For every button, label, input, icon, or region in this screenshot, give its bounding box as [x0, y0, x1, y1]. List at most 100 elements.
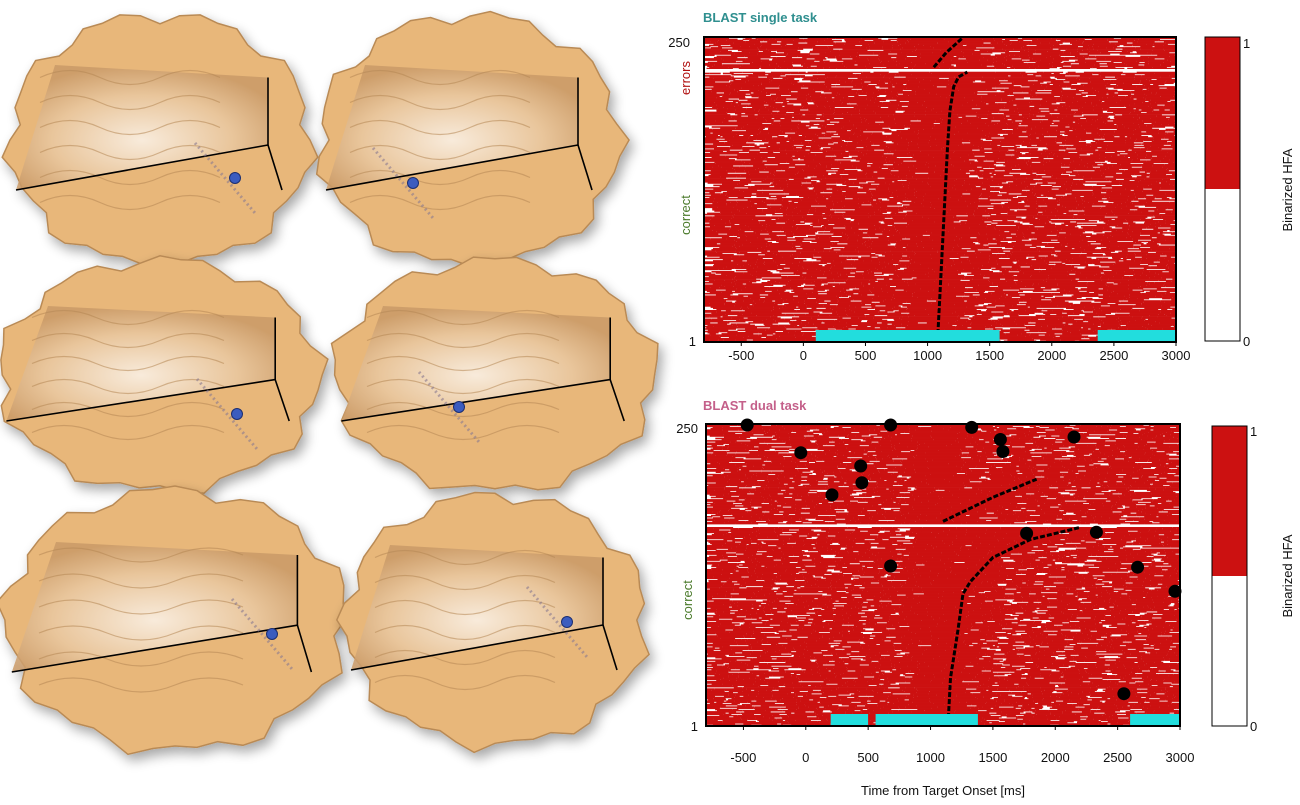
raster-segment: [995, 204, 1002, 206]
raster-segment: [799, 324, 806, 327]
raster-segment: [863, 284, 887, 287]
raster-segment: [894, 297, 906, 300]
raster-segment: [1116, 318, 1146, 321]
raster-segment: [1067, 245, 1098, 248]
raster-segment: [782, 258, 807, 261]
raster-segment: [792, 243, 801, 245]
raster-segment: [713, 307, 741, 310]
raster-segment: [1051, 266, 1075, 268]
raster-segment: [963, 239, 978, 242]
raster-segment: [963, 292, 992, 295]
raster-segment: [962, 296, 977, 299]
raster-segment: [1034, 256, 1046, 259]
raster-segment: [987, 303, 1017, 306]
raster-segment: [969, 295, 996, 298]
raster-segment: [1056, 252, 1071, 255]
raster-segment: [732, 278, 741, 280]
raster-segment: [786, 324, 798, 327]
raster-segment: [1099, 318, 1117, 321]
raster-segment: [972, 316, 993, 318]
raster-segment: [1017, 277, 1049, 279]
raster-segment: [1152, 296, 1173, 299]
raster-segment: [882, 275, 899, 278]
raster-segment: [756, 275, 788, 278]
raster-segment: [834, 285, 864, 288]
raster-segment: [885, 249, 907, 251]
raster-segment: [854, 311, 879, 313]
raster-segment: [1076, 223, 1083, 226]
raster-segment: [827, 306, 856, 308]
raster-segment: [808, 235, 832, 238]
raster-segment: [898, 310, 922, 312]
raster-segment: [792, 278, 805, 280]
brain-gyrus-line: [374, 549, 556, 566]
raster-segment: [787, 275, 803, 278]
raster-segment: [840, 274, 863, 277]
raster-segment: [719, 330, 738, 333]
raster-segment: [740, 280, 750, 283]
raster-segment: [729, 71, 743, 74]
raster-segment: [970, 323, 1001, 326]
raster-segment: [704, 251, 710, 254]
raster-segment: [736, 288, 749, 290]
raster-segment: [808, 322, 822, 324]
raster-segment: [823, 305, 837, 307]
raster-segment: [1173, 327, 1176, 329]
raster-segment: [1159, 261, 1176, 263]
raster-segment: [1157, 260, 1169, 262]
raster-segment: [1084, 249, 1097, 251]
raster-segment: [1000, 329, 1011, 332]
raster-segment: [992, 283, 1017, 285]
raster-segment: [750, 241, 757, 244]
raster-segment: [704, 302, 710, 305]
raster-segment: [1090, 302, 1108, 305]
raster-segment: [727, 232, 756, 234]
raster-segment: [1044, 245, 1066, 248]
raster-segment: [1100, 324, 1121, 327]
raster-segment: [1043, 295, 1053, 298]
raster-segment: [1156, 250, 1176, 252]
raster-segment: [1073, 303, 1100, 306]
raster-segment: [1025, 260, 1045, 262]
raster-segment: [1101, 279, 1128, 282]
raster-segment: [1067, 271, 1076, 273]
raster-segment: [894, 306, 901, 308]
raster-segment: [901, 325, 922, 328]
raster-segment: [750, 264, 778, 267]
raster-segment: [1165, 285, 1176, 288]
raster-segment: [745, 286, 755, 289]
raster-segment: [1046, 262, 1055, 265]
raster-segment: [1016, 240, 1024, 243]
raster-segment: [1046, 273, 1070, 276]
raster-segment: [1099, 303, 1119, 306]
raster-segment: [1133, 310, 1139, 312]
raster-segment: [817, 71, 842, 74]
raster-segment: [835, 328, 849, 330]
raster-segment: [977, 239, 997, 242]
raster-segment: [1149, 314, 1167, 317]
raster-segment: [737, 325, 749, 328]
raster-segment: [840, 252, 872, 255]
raster-segment: [704, 328, 736, 330]
raster-segment: [742, 252, 767, 255]
raster-segment: [704, 305, 724, 307]
raster-segment: [1024, 323, 1035, 326]
raster-segment: [903, 271, 935, 273]
raster-segment: [1045, 318, 1059, 321]
raster-segment: [785, 313, 794, 316]
raster-segment: [817, 327, 844, 329]
raster-segment: [978, 284, 997, 287]
raster-segment: [1118, 327, 1146, 329]
raster-segment: [818, 251, 837, 254]
raster-segment: [1005, 296, 1012, 299]
raster-segment: [1023, 235, 1047, 238]
raster-segment: [837, 299, 854, 301]
raster-segment: [1080, 301, 1092, 304]
raster-segment: [1138, 240, 1154, 243]
raster-segment: [761, 282, 780, 284]
raster-segment: [1026, 252, 1057, 255]
raster-segment: [707, 255, 724, 257]
raster-segment: [1033, 283, 1039, 285]
raster-segment: [994, 290, 1023, 293]
raster-segment: [769, 244, 802, 246]
